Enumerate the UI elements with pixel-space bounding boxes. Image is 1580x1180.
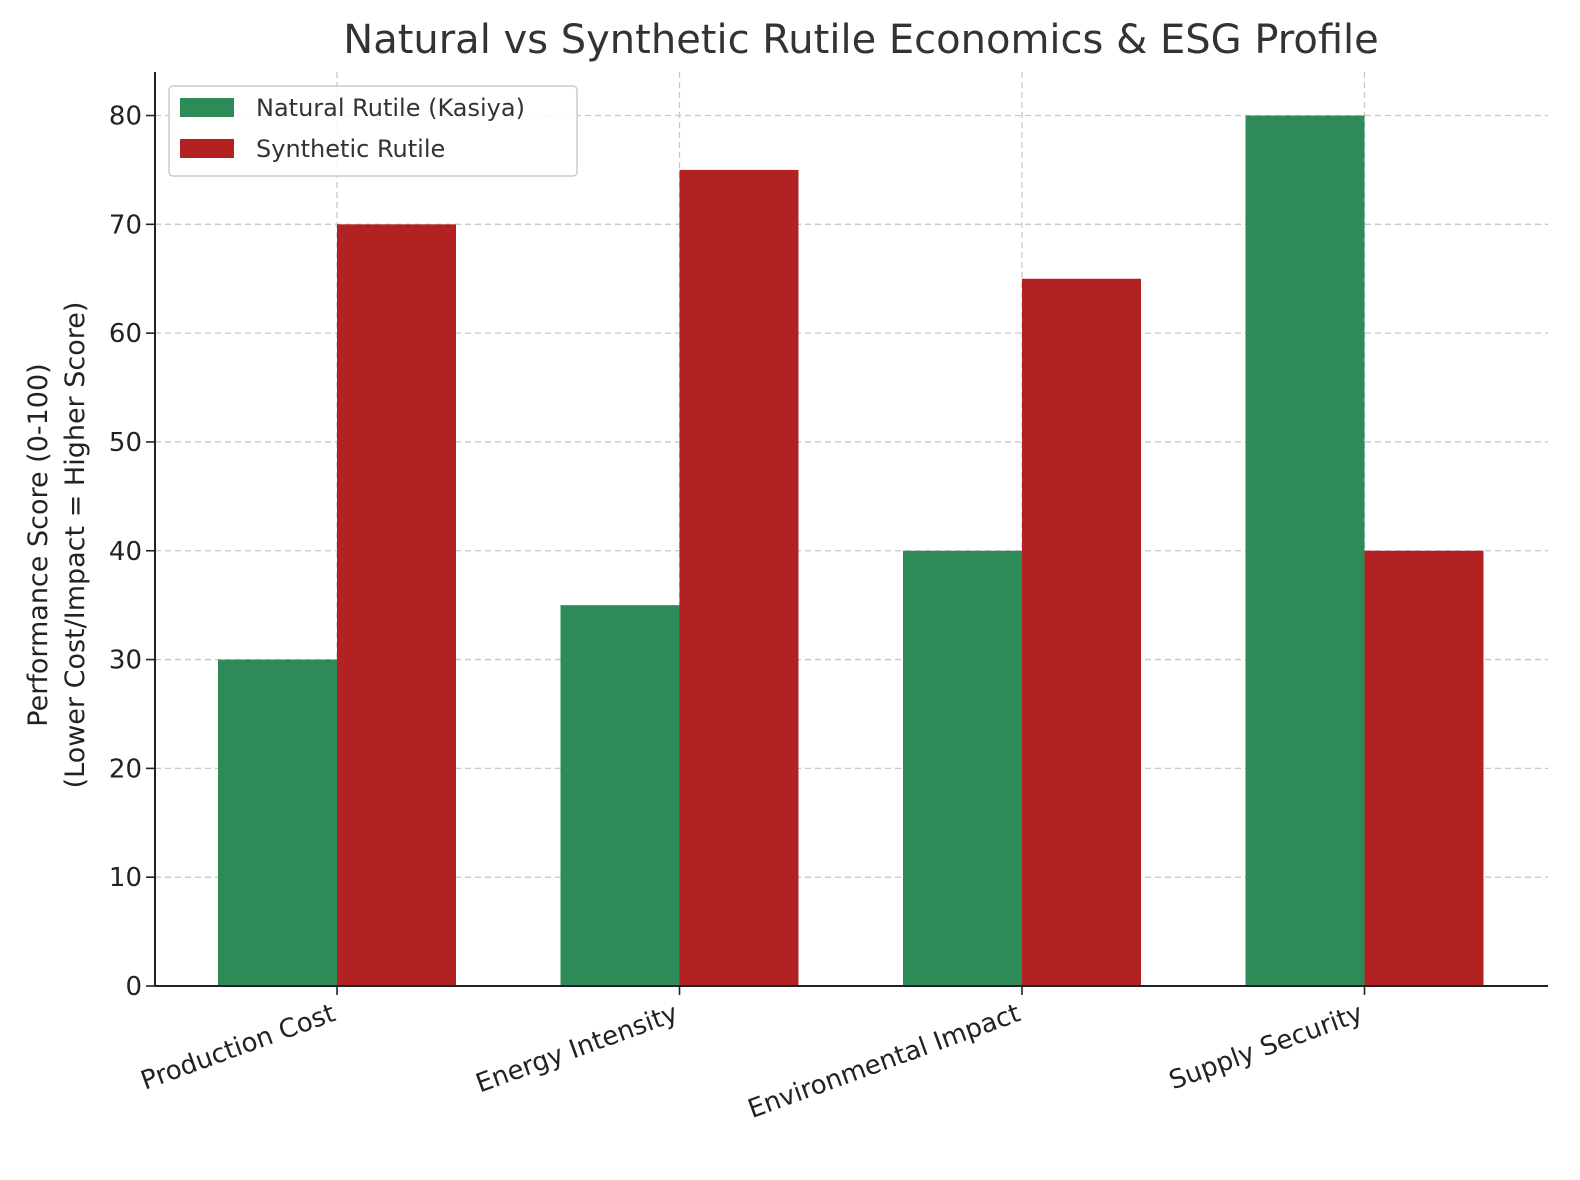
y-tick-label-0: 0 [125,972,142,1002]
chart-title: Natural vs Synthetic Rutile Economics & … [343,17,1378,63]
legend-label-natural-rutile: Natural Rutile (Kasiya) [256,94,525,122]
x-tick-label-environmental-impact: Environmental Impact [744,998,1024,1124]
y-tick-labels: 0 10 20 30 40 50 60 70 80 [109,102,142,1002]
bar-natural-rutile-kasiya-supply-security [1245,115,1365,987]
y-axis-label-line-2: (Lower Cost/Impact = Higher Score) [60,302,91,789]
x-tick-label-supply-security: Supply Security [1165,998,1367,1096]
y-tick-label-70: 70 [109,210,142,240]
legend-label-synthetic-rutile: Synthetic Rutile [256,135,445,163]
bar-synthetic-rutile-production-cost [337,224,456,987]
y-axis-label: Performance Score (0-100) (Lower Cost/Im… [23,302,91,789]
y-tick-label-30: 30 [109,646,142,676]
bar-natural-rutile-kasiya-environmental-impact [903,550,1022,986]
x-tick-label-production-cost: Production Cost [137,998,339,1096]
y-tick-label-10: 10 [109,863,142,893]
legend-swatch-natural-rutile [180,98,234,117]
bar-synthetic-rutile-supply-security [1364,550,1484,986]
bar-synthetic-rutile-environmental-impact [1022,278,1141,986]
legend-frame [168,85,578,177]
y-tick-label-50: 50 [109,428,142,458]
y-tick-label-40: 40 [109,537,142,567]
legend-swatch-synthetic-rutile [180,139,234,158]
y-tick-label-80: 80 [109,102,142,132]
x-tick-labels: Production Cost Energy Intensity Environme… [137,998,1367,1124]
legend: Natural Rutile (Kasiya) Synthetic Rutile [168,85,578,177]
bars [218,115,1484,987]
bar-natural-rutile-kasiya-energy-intensity [560,605,680,986]
x-tick-label-energy-intensity: Energy Intensity [472,998,682,1099]
y-tick-label-20: 20 [109,754,142,784]
axes [146,72,1548,995]
bar-synthetic-rutile-energy-intensity [679,169,799,986]
y-axis-label-line-1: Performance Score (0-100) [23,363,54,726]
bar-natural-rutile-kasiya-production-cost [218,659,337,986]
y-tick-label-60: 60 [109,319,142,349]
